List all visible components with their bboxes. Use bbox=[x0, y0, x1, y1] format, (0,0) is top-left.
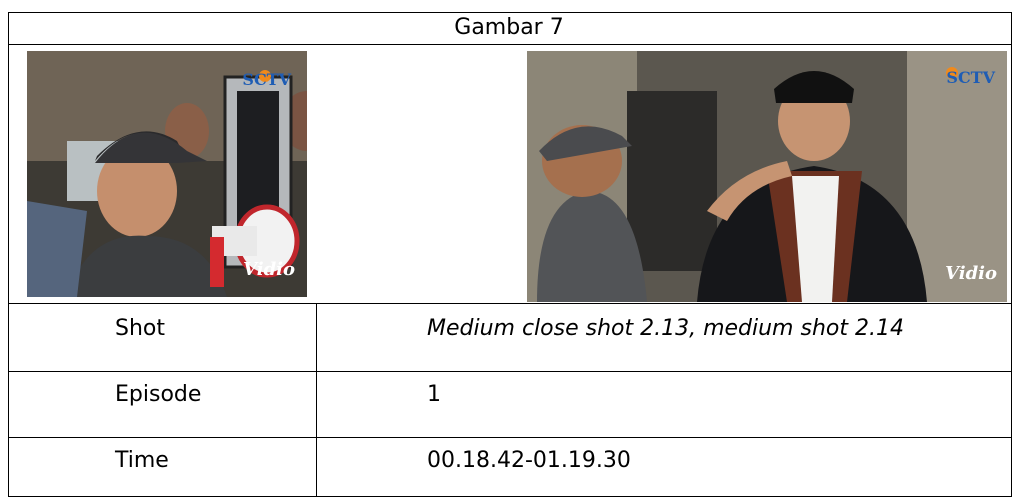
photo-left: SCTV Vidio bbox=[27, 51, 307, 297]
watermark: Vidio bbox=[243, 259, 295, 280]
top-strip bbox=[0, 0, 1018, 6]
row-label: Time bbox=[115, 448, 169, 473]
table-title: Gambar 7 bbox=[454, 15, 564, 40]
photo-right: SCTV Vidio bbox=[527, 51, 1007, 302]
channel-logo: SCTV bbox=[242, 70, 291, 89]
value-cell bbox=[316, 437, 1012, 497]
row-label: Episode bbox=[115, 382, 202, 407]
row-value: 00.18.42-01.19.30 bbox=[427, 448, 631, 473]
row-value: 1 bbox=[427, 382, 441, 407]
row-label: Shot bbox=[115, 316, 165, 341]
row-value: Medium close shot 2.13, medium shot 2.14 bbox=[427, 316, 904, 341]
watermark: Vidio bbox=[945, 263, 997, 284]
channel-logo: SCTV bbox=[946, 68, 995, 87]
value-cell bbox=[316, 371, 1012, 438]
